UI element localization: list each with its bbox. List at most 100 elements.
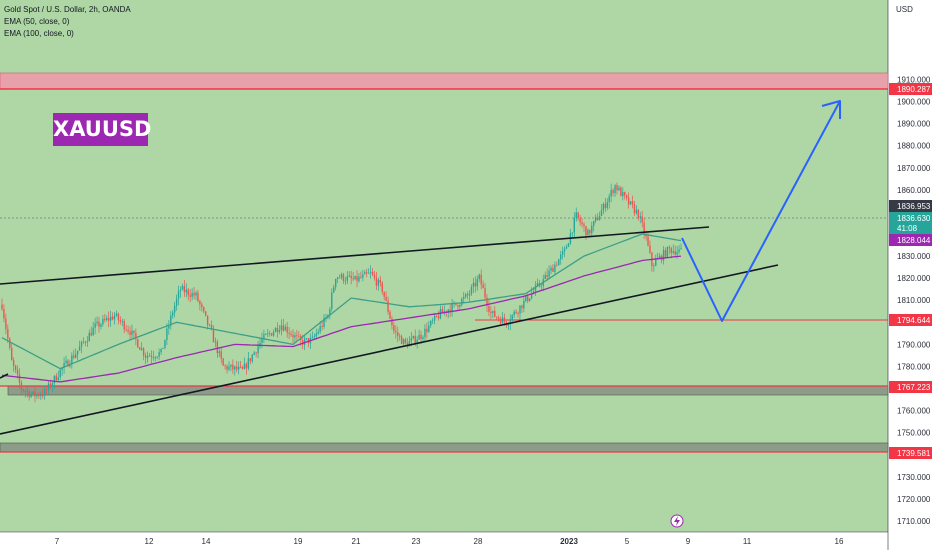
- bull-candle: [331, 292, 333, 310]
- svg-text:1767.223: 1767.223: [897, 383, 931, 392]
- bull-candle: [478, 274, 480, 280]
- candles-group[interactable]: [1, 182, 682, 403]
- bear-candle: [90, 332, 92, 336]
- resistance-zone[interactable]: [0, 72, 889, 90]
- lightning-icon[interactable]: [670, 514, 684, 528]
- bull-candle: [172, 312, 174, 316]
- bull-candle: [428, 325, 430, 332]
- bear-candle: [135, 333, 137, 340]
- bull-candle: [369, 271, 372, 273]
- bull-candle: [247, 358, 250, 369]
- bear-candle: [437, 316, 440, 319]
- projection-path[interactable]: [681, 100, 841, 322]
- bull-candle: [554, 264, 556, 272]
- bull-candle: [544, 275, 546, 280]
- price-tag-support2: 1739.581: [889, 447, 932, 459]
- bear-candle: [199, 301, 201, 305]
- bull-candle: [463, 296, 465, 299]
- bear-candle: [152, 356, 155, 358]
- bull-candle: [447, 309, 449, 313]
- bull-candle: [340, 274, 343, 278]
- ema50-legend[interactable]: EMA (50, close, 0): [4, 17, 70, 26]
- left-trend-stub[interactable]: [0, 373, 9, 379]
- bear-candle: [298, 335, 300, 337]
- bull-candle: [140, 348, 143, 350]
- bull-candle: [234, 366, 236, 370]
- bull-candle: [121, 321, 123, 322]
- bull-candle: [278, 330, 281, 332]
- bear-candle: [1, 304, 3, 310]
- bull-candle: [443, 310, 446, 313]
- bull-candle: [678, 249, 680, 253]
- bear-candle: [389, 311, 391, 319]
- bear-candle: [117, 313, 120, 321]
- bull-candle: [470, 286, 473, 294]
- bull-candle: [243, 363, 246, 369]
- bull-candle: [655, 259, 657, 266]
- bull-candle: [261, 338, 263, 343]
- bull-candle: [567, 243, 570, 247]
- bear-candle: [616, 185, 618, 191]
- x-tick-label: 5: [625, 537, 630, 546]
- time-axis-panel[interactable]: [0, 532, 888, 550]
- bull-candle: [629, 201, 632, 205]
- bear-candle: [142, 348, 145, 356]
- bear-candle: [435, 315, 438, 317]
- ema50-line[interactable]: [1, 233, 682, 370]
- y-tick-label: 1820.000: [897, 274, 931, 283]
- bull-candle: [377, 279, 380, 286]
- bull-candle: [154, 357, 156, 359]
- bear-candle: [449, 309, 451, 313]
- bull-candle: [160, 348, 162, 353]
- price-tag-current: 1836.953: [889, 200, 932, 212]
- bear-candle: [633, 204, 636, 214]
- bull-candle: [109, 316, 112, 321]
- bull-candle: [672, 250, 674, 253]
- bull-candle: [536, 283, 539, 286]
- bull-candle: [472, 282, 475, 287]
- bull-candle: [412, 335, 414, 339]
- lower-trendline[interactable]: [0, 264, 779, 435]
- bear-candle: [220, 351, 222, 359]
- ema100-legend[interactable]: EMA (100, close, 0): [4, 29, 74, 38]
- bear-candle: [366, 272, 368, 274]
- bear-candle: [381, 282, 383, 292]
- bull-candle: [676, 252, 678, 255]
- symbol-title[interactable]: Gold Spot / U.S. Dollar, 2h, OANDA: [4, 5, 131, 14]
- bull-candle: [214, 341, 217, 343]
- y-tick-label: 1910.000: [897, 75, 931, 84]
- bull-candle: [532, 291, 535, 294]
- bull-candle: [61, 367, 63, 370]
- bull-candle: [265, 334, 267, 335]
- bull-candle: [666, 247, 669, 257]
- bear-candle: [420, 334, 422, 339]
- bear-candle: [546, 275, 548, 277]
- y-tick-label: 1720.000: [897, 495, 931, 504]
- projection-arrow-head: [821, 100, 841, 119]
- support-zone-lower[interactable]: [0, 442, 889, 453]
- bull-candle: [614, 185, 616, 194]
- y-tick-label: 1830.000: [897, 252, 931, 261]
- bull-candle: [362, 274, 364, 278]
- svg-text:1739.581: 1739.581: [897, 449, 931, 458]
- y-tick-label: 1710.000: [897, 517, 931, 526]
- ema100-line[interactable]: [1, 255, 682, 383]
- bear-candle: [400, 336, 403, 344]
- upper-trendline[interactable]: [0, 226, 710, 285]
- bull-candle: [80, 341, 83, 347]
- bear-candle: [270, 333, 273, 336]
- support-zone-upper[interactable]: [7, 385, 889, 396]
- bear-candle: [649, 245, 651, 253]
- bull-candle: [662, 250, 665, 261]
- bull-candle: [303, 338, 306, 345]
- bear-candle: [466, 294, 469, 296]
- bull-candle: [218, 351, 220, 354]
- bull-candle: [591, 225, 593, 234]
- bull-candle: [311, 336, 314, 338]
- bull-candle: [59, 369, 61, 378]
- bull-candle: [315, 333, 317, 337]
- bull-candle: [267, 333, 269, 335]
- bear-candle: [290, 333, 292, 335]
